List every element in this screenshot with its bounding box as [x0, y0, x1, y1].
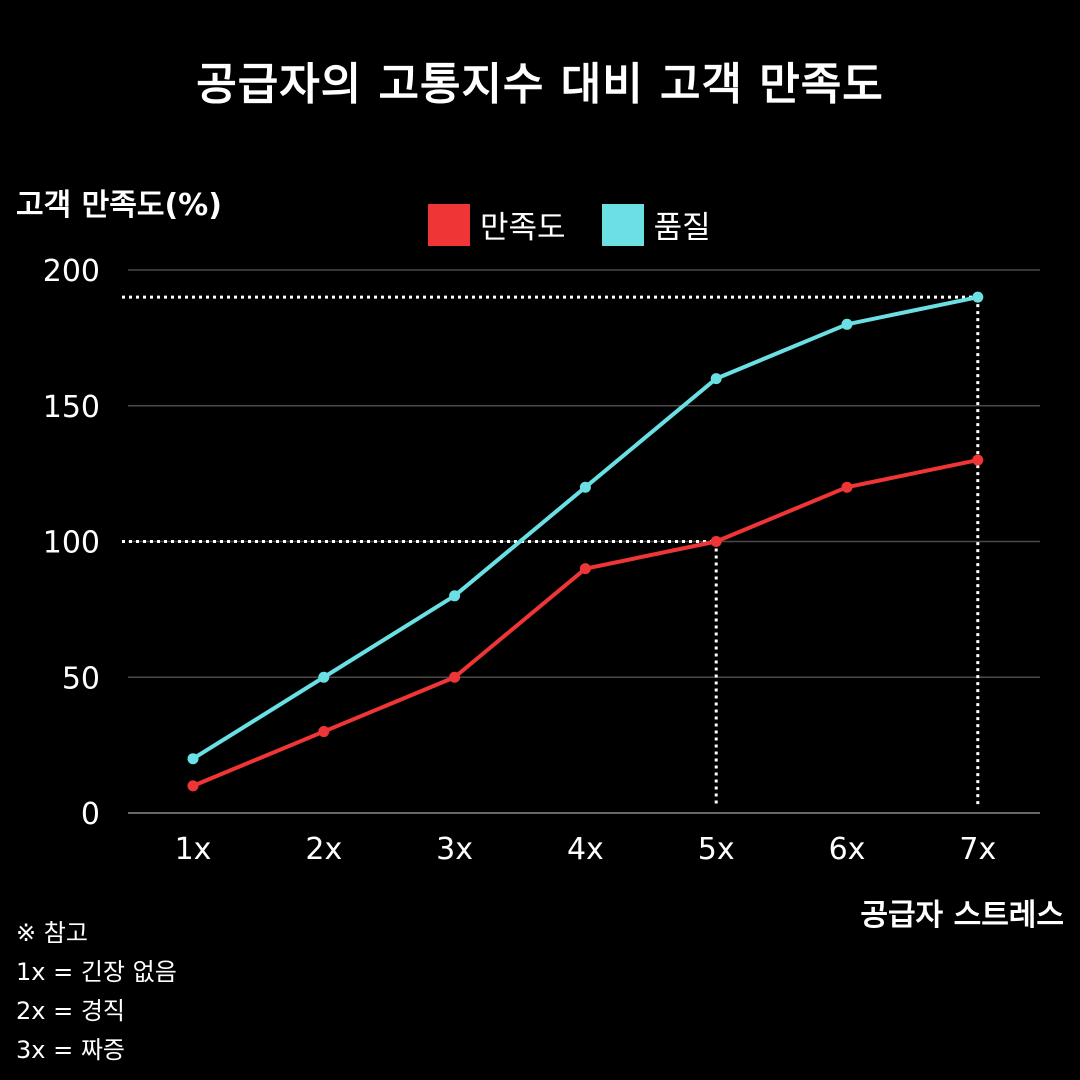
chart-title: 공급자의 고통지수 대비 고객 만족도	[196, 59, 884, 110]
y-tick-label: 50	[62, 661, 100, 696]
data-point	[318, 726, 330, 738]
data-point	[449, 671, 461, 683]
data-point	[972, 454, 984, 466]
data-point	[841, 481, 853, 493]
x-tick-label: 5x	[698, 832, 735, 867]
notes-line: 2x = 경직	[16, 997, 125, 1025]
legend-label-quality: 품질	[653, 210, 711, 246]
legend-item-quality: 품질	[601, 202, 711, 247]
notes-line: 1x = 긴장 없음	[16, 958, 177, 986]
legend-swatch-satisfaction	[428, 203, 470, 246]
legend: 만족도 품질	[428, 202, 747, 247]
y-axis-label: 고객 만족도(%)	[16, 188, 222, 223]
data-point	[972, 291, 984, 303]
y-tick-label: 100	[43, 526, 100, 561]
legend-label-satisfaction: 만족도	[480, 210, 566, 246]
x-tick-label: 1x	[175, 832, 212, 867]
y-tick-label: 200	[43, 254, 100, 289]
data-point	[187, 780, 199, 792]
data-point	[449, 590, 461, 602]
x-axis-label: 공급자 스트레스	[860, 898, 1064, 933]
data-point	[710, 373, 722, 385]
data-point	[579, 481, 591, 493]
series-line-satisfaction	[191, 458, 980, 788]
data-point	[841, 318, 853, 330]
data-point	[710, 536, 722, 547]
data-point	[579, 563, 591, 575]
legend-item-satisfaction: 만족도	[428, 202, 566, 247]
x-tick-label: 2x	[305, 832, 342, 867]
data-point	[318, 671, 330, 683]
data-point	[187, 753, 199, 765]
x-tick-label: 6x	[829, 832, 866, 867]
notes-heading: ※ 참고	[16, 919, 88, 947]
x-tick-label: 7x	[959, 832, 996, 867]
y-tick-label: 150	[43, 390, 100, 425]
x-tick-label: 4x	[567, 832, 604, 867]
series-line-quality	[191, 295, 980, 761]
legend-swatch-quality	[601, 203, 644, 246]
notes: ※ 참고 1x = 긴장 없음 2x = 경직 3x = 짜증	[16, 914, 177, 1070]
y-tick-label: 0	[81, 797, 100, 832]
x-tick-label: 3x	[436, 832, 473, 867]
notes-line: 3x = 짜증	[16, 1036, 125, 1064]
